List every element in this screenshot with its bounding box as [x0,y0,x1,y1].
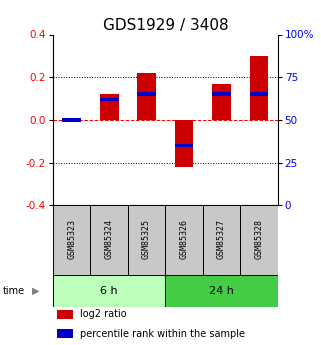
Bar [250,56,268,120]
Text: 6 h: 6 h [100,286,118,296]
Text: percentile rank within the sample: percentile rank within the sample [80,329,245,339]
Text: GSM85328: GSM85328 [255,219,264,259]
Text: 24 h: 24 h [209,286,234,296]
Bar [212,92,231,96]
Text: GSM85323: GSM85323 [67,219,76,259]
Bar [53,205,91,275]
Bar [203,205,240,275]
Text: GSM85324: GSM85324 [105,219,114,259]
Bar [165,275,278,307]
Bar [57,329,73,338]
Text: GSM85326: GSM85326 [179,219,188,259]
Bar [250,92,268,96]
Bar [100,94,118,120]
Bar [128,205,165,275]
Bar [100,98,118,101]
Bar [137,92,156,96]
Text: GSM85327: GSM85327 [217,219,226,259]
Bar [212,83,231,120]
Bar [165,205,203,275]
Bar [175,120,193,167]
Text: ▶: ▶ [32,286,39,296]
Text: log2 ratio: log2 ratio [80,309,126,319]
Bar [91,205,128,275]
Title: GDS1929 / 3408: GDS1929 / 3408 [102,18,228,33]
Text: time: time [3,286,25,296]
Text: GSM85325: GSM85325 [142,219,151,259]
Bar [137,73,156,120]
Bar [62,118,81,122]
Bar [57,310,73,319]
Bar [53,275,165,307]
Bar [240,205,278,275]
Bar [175,144,193,148]
